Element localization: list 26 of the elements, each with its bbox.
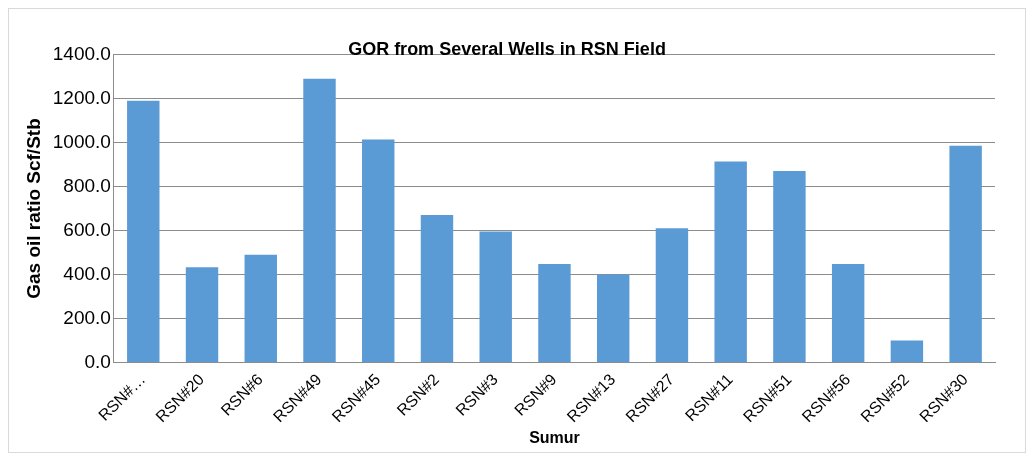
bar: [127, 100, 160, 362]
chart-title: GOR from Several Wells in RSN Field: [348, 38, 666, 59]
y-tick-label: 600.0: [63, 218, 111, 240]
y-tick-label: 200.0: [63, 306, 111, 328]
y-tick-label: 800.0: [63, 174, 111, 196]
bar: [773, 170, 806, 362]
bar: [596, 274, 630, 362]
bar: [831, 263, 865, 362]
bar: [303, 78, 336, 362]
bar: [362, 139, 395, 362]
bar: [655, 228, 689, 362]
bar: [479, 231, 512, 362]
bar: [890, 340, 924, 362]
bar: [244, 254, 277, 362]
y-tick-label: 400.0: [63, 262, 111, 284]
x-axis-title: Sumur: [529, 428, 580, 446]
y-tick-label: 1200.0: [52, 86, 111, 108]
y-tick-label: 1400.0: [52, 42, 111, 64]
bar: [714, 161, 747, 362]
bar: [538, 263, 571, 362]
y-axis-title: Gas oil ratio Scf/Stb: [22, 118, 44, 299]
bar: [420, 214, 454, 362]
y-tick-label: 1000.0: [52, 130, 111, 152]
y-tick-label: 0.0: [84, 350, 111, 372]
bar: [185, 267, 219, 362]
bar: [949, 145, 982, 362]
